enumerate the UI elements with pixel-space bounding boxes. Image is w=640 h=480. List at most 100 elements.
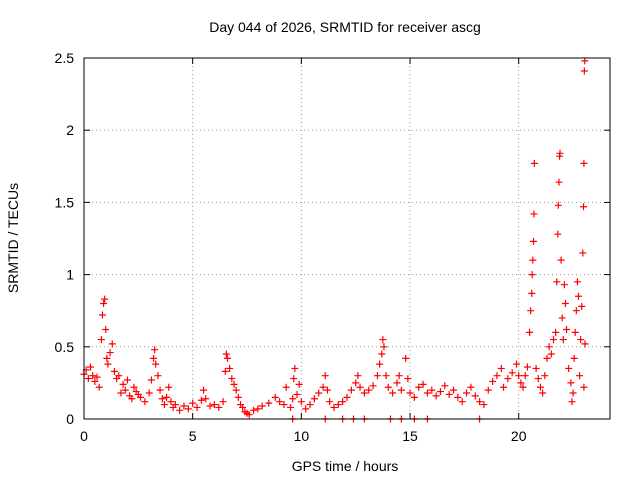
chart-title: Day 044 of 2026, SRMTID for receiver asc… bbox=[209, 19, 481, 35]
data-point bbox=[476, 398, 484, 406]
data-point bbox=[378, 350, 386, 358]
data-point bbox=[223, 354, 231, 362]
data-point bbox=[150, 354, 158, 362]
data-point bbox=[110, 367, 118, 375]
data-point bbox=[568, 398, 576, 406]
data-point bbox=[580, 67, 588, 75]
axis-ticks: 0 5 10 15 20 0 0.5 1 1.5 2 2.5 bbox=[55, 50, 610, 444]
data-point bbox=[573, 278, 581, 286]
data-point bbox=[254, 405, 262, 413]
data-point bbox=[549, 336, 557, 344]
data-point bbox=[151, 346, 159, 354]
data-point bbox=[380, 343, 388, 351]
data-point bbox=[290, 375, 298, 383]
x-tick-label: 0 bbox=[80, 428, 88, 444]
data-point bbox=[404, 375, 412, 383]
data-point bbox=[567, 379, 575, 387]
x-tick-label: 15 bbox=[402, 428, 418, 444]
data-point bbox=[165, 383, 173, 391]
data-point bbox=[356, 383, 364, 391]
data-point bbox=[489, 377, 497, 385]
data-point bbox=[180, 402, 188, 410]
data-point bbox=[574, 292, 582, 300]
data-point bbox=[493, 372, 501, 380]
data-point bbox=[330, 403, 338, 411]
data-point bbox=[354, 372, 362, 380]
data-point bbox=[84, 375, 92, 383]
data-point bbox=[222, 350, 230, 358]
data-point bbox=[160, 401, 168, 409]
data-point bbox=[576, 372, 584, 380]
y-tick-label: 0 bbox=[66, 411, 74, 427]
data-point bbox=[471, 392, 479, 400]
data-point bbox=[102, 325, 110, 333]
data-point bbox=[580, 383, 588, 391]
y-tick-label: 1 bbox=[66, 267, 74, 283]
y-tick-label: 1.5 bbox=[55, 194, 75, 210]
data-point bbox=[91, 377, 99, 385]
data-point bbox=[352, 379, 360, 387]
data-point bbox=[226, 364, 234, 372]
data-point bbox=[463, 389, 471, 397]
data-point bbox=[580, 159, 588, 167]
data-point bbox=[265, 399, 273, 407]
data-point bbox=[158, 395, 166, 403]
data-point bbox=[515, 372, 523, 380]
data-point bbox=[445, 390, 453, 398]
data-point bbox=[579, 249, 587, 257]
data-point bbox=[219, 398, 227, 406]
data-point bbox=[117, 389, 125, 397]
data-point bbox=[176, 406, 184, 414]
data-point bbox=[310, 395, 318, 403]
data-point bbox=[528, 271, 536, 279]
data-point bbox=[529, 256, 537, 264]
data-point bbox=[556, 149, 564, 157]
x-axis-label: GPS time / hours bbox=[292, 458, 399, 474]
data-point bbox=[536, 383, 544, 391]
data-point bbox=[89, 372, 97, 380]
data-point bbox=[379, 336, 387, 344]
data-point bbox=[577, 336, 585, 344]
data-point bbox=[532, 364, 540, 372]
data-point bbox=[315, 389, 323, 397]
data-point bbox=[282, 383, 290, 391]
data-point bbox=[286, 403, 294, 411]
data-point bbox=[215, 403, 223, 411]
data-point bbox=[106, 349, 114, 357]
data-point bbox=[197, 396, 205, 404]
data-point bbox=[98, 311, 106, 319]
data-point bbox=[393, 379, 401, 387]
data-point bbox=[221, 367, 229, 375]
data-point bbox=[419, 380, 427, 388]
data-point bbox=[289, 395, 297, 403]
data-point bbox=[128, 395, 136, 403]
data-point bbox=[373, 372, 381, 380]
data-point bbox=[321, 372, 329, 380]
data-point bbox=[527, 307, 535, 315]
data-point bbox=[228, 375, 236, 383]
data-point bbox=[108, 340, 116, 348]
data-point bbox=[245, 411, 253, 419]
data-point bbox=[171, 401, 179, 409]
data-point bbox=[529, 237, 537, 245]
data-point bbox=[193, 403, 201, 411]
data-point bbox=[145, 389, 153, 397]
data-point bbox=[101, 295, 109, 303]
data-point bbox=[382, 372, 390, 380]
data-point bbox=[559, 336, 567, 344]
data-point bbox=[152, 360, 160, 368]
data-point bbox=[384, 383, 392, 391]
data-point bbox=[436, 388, 444, 396]
data-point bbox=[319, 383, 327, 391]
y-tick-label: 2 bbox=[66, 122, 74, 138]
data-point bbox=[558, 314, 566, 322]
data-point bbox=[123, 376, 131, 384]
data-point bbox=[291, 364, 299, 372]
data-point bbox=[561, 299, 569, 307]
data-point bbox=[534, 375, 542, 383]
data-point bbox=[369, 382, 377, 390]
data-point bbox=[137, 393, 145, 401]
data-point bbox=[389, 389, 397, 397]
